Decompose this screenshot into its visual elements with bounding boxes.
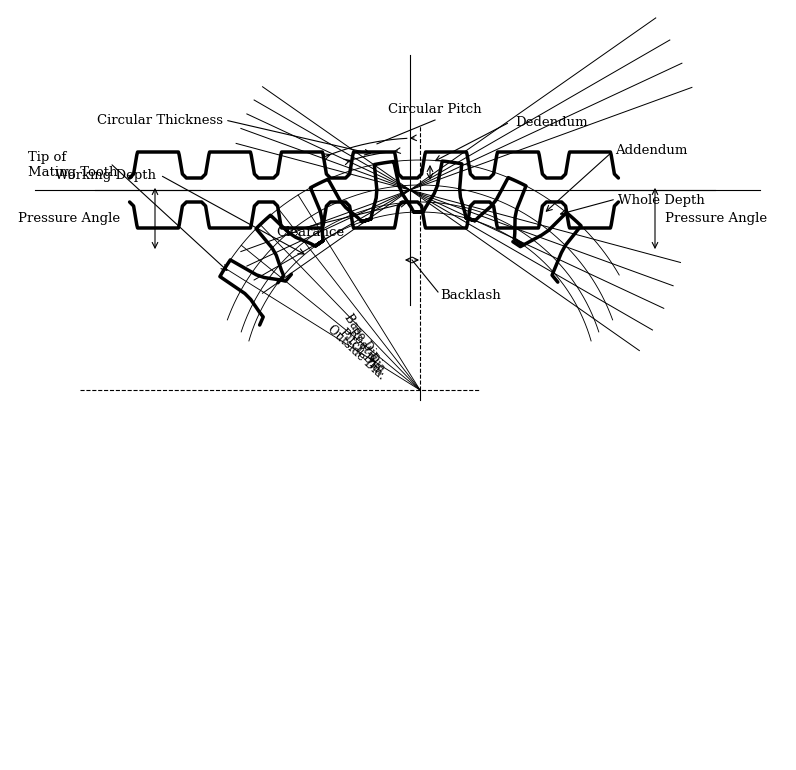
Text: Base Dia.: Base Dia. [341,312,383,367]
Text: Backlash: Backlash [440,289,501,302]
Text: Tip of
Mating Tooth: Tip of Mating Tooth [28,151,118,179]
Text: Whole Depth: Whole Depth [618,193,704,206]
Text: Root Dia.: Root Dia. [345,326,390,378]
Text: Outside Dia.: Outside Dia. [325,323,388,383]
Text: Clearance: Clearance [276,226,344,239]
Text: Pitch Dia.: Pitch Dia. [337,326,386,378]
Text: Pressure Angle: Pressure Angle [665,212,767,225]
Text: Addendum: Addendum [615,143,688,156]
Text: Circular Thickness: Circular Thickness [97,113,223,126]
Text: Circular Pitch: Circular Pitch [388,103,482,116]
Text: Dedendum: Dedendum [515,116,587,129]
Text: Pressure Angle: Pressure Angle [18,212,120,225]
Text: Working Depth: Working Depth [54,169,155,182]
